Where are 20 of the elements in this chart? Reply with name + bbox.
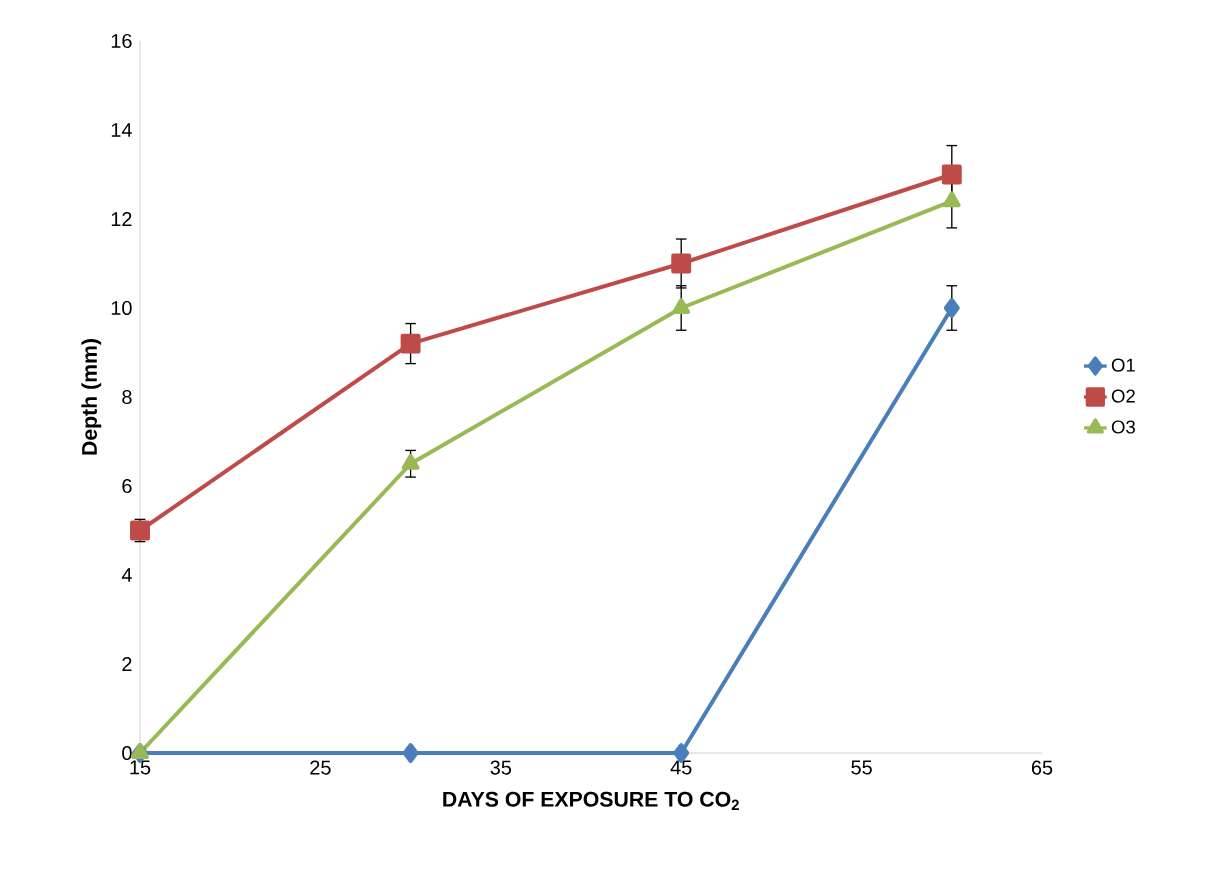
x-axis-title: DAYS OF EXPOSURE TO CO$_{2}$ [443, 791, 739, 811]
y-tick-label: 14 [111, 123, 132, 137]
legend-label: O1 [1111, 358, 1135, 372]
y-tick-label: 6 [122, 478, 132, 494]
x-tick-label: 25 [310, 760, 331, 775]
y-tick-label: 2 [122, 657, 132, 671]
y-tick-label: 0 [122, 745, 132, 761]
y-tick-label: 8 [122, 389, 132, 405]
y-tick-label: 4 [121, 568, 132, 582]
y-tick-label: 12 [111, 212, 132, 226]
x-tick-label: 65 [1031, 760, 1053, 775]
x-tick-label: 15 [130, 760, 151, 775]
y-axis-title: Depth (mm) [81, 339, 102, 455]
legend-label: O2 [1111, 389, 1135, 403]
y-tick-label: 10 [111, 300, 132, 316]
y-tick-label: 16 [111, 33, 132, 49]
x-tick-label: 45 [670, 760, 692, 775]
x-tick-label: 35 [490, 760, 512, 775]
legend-label: O3 [1111, 420, 1135, 434]
x-tick-label: 55 [851, 760, 872, 775]
